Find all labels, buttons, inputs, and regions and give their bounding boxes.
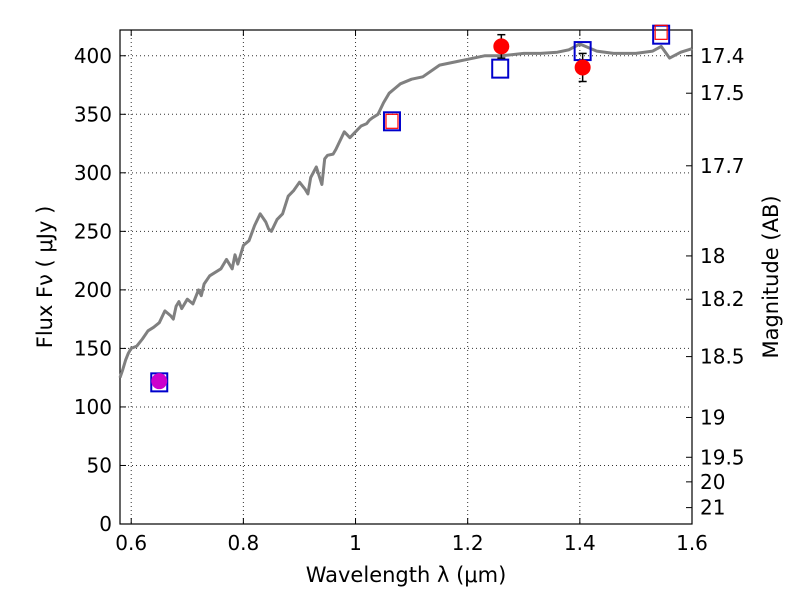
x-tick-label: 1: [349, 531, 362, 555]
x-tick-label: 1.2: [452, 531, 484, 555]
x-axis-label: Wavelength λ (μm): [306, 563, 507, 587]
observed-point-marker: [151, 373, 168, 390]
y-tick-label: 50: [87, 453, 112, 477]
right-axis-label: Magnitude (AB): [759, 195, 783, 358]
right-tick-label: 17.4: [700, 44, 745, 68]
series-layer: [118, 24, 693, 393]
observed-square-marker: [654, 24, 668, 40]
y-tick-label: 0: [99, 512, 112, 536]
right-tick-label: 18.5: [700, 345, 745, 369]
right-tick-label: 19.5: [700, 445, 745, 469]
right-tick-label: 18: [700, 244, 725, 268]
model-square-marker: [382, 111, 401, 132]
observed-square-marker: [385, 113, 399, 129]
x-tick-label: 0.8: [227, 531, 259, 555]
x-tick-label: 1.6: [676, 531, 708, 555]
grid-lines: [120, 30, 693, 525]
spectrum-line: [118, 42, 693, 379]
plot-frame: [119, 29, 693, 525]
y-tick-label: 150: [74, 336, 112, 360]
x-tick-label: 0.6: [115, 531, 147, 555]
right-tick-label: 19: [700, 405, 725, 429]
observed-point-marker: [493, 38, 510, 55]
y-tick-label: 200: [74, 278, 112, 302]
y-tick-label: 250: [74, 219, 112, 243]
y-axis: 0 50 100 150 200 250 300 350 400: [74, 44, 126, 536]
right-tick-label: 17.5: [700, 81, 745, 105]
y-tick-label: 400: [74, 44, 112, 68]
y-axis-label: Flux Fν ( μJy ): [33, 206, 57, 349]
y-tick-label: 350: [74, 102, 112, 126]
right-tick-label: 18.2: [700, 287, 745, 311]
model-square-marker: [491, 58, 510, 79]
y-tick-label: 300: [74, 161, 112, 185]
x-tick-label: 1.4: [564, 531, 596, 555]
right-tick-label: 17.7: [700, 154, 745, 178]
right-tick-label: 20: [700, 470, 725, 494]
observed-point-marker: [574, 59, 591, 76]
x-axis: 0.6 0.8 1 1.2 1.4 1.6: [115, 30, 708, 555]
right-tick-label: 21: [700, 496, 725, 520]
y-tick-label: 100: [74, 395, 112, 419]
